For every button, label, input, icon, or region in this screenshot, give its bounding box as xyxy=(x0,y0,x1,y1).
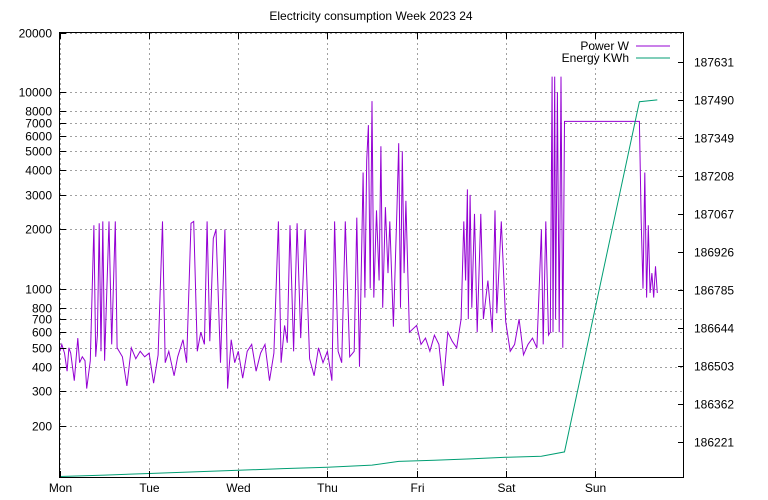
y-right-tick-label: 187067 xyxy=(694,208,734,222)
y-left-tick-label: 8000 xyxy=(25,105,52,119)
y-left-tick-label: 3000 xyxy=(25,189,52,203)
chart-title: Electricity consumption Week 2023 24 xyxy=(269,9,473,23)
y-left-tick-label: 700 xyxy=(32,313,52,327)
x-tick-label: Thu xyxy=(317,481,338,495)
y-left-tick-label: 5000 xyxy=(25,145,52,159)
x-tick-label: Mon xyxy=(49,481,72,495)
y-left-tick-label: 300 xyxy=(32,385,52,399)
y-right-tick-label: 186503 xyxy=(694,360,734,374)
legend-label-energy: Energy KWh xyxy=(562,51,629,65)
y-left-tick-label: 10000 xyxy=(19,86,53,100)
grid-lines xyxy=(60,33,684,477)
x-tick-label: Fri xyxy=(411,481,425,495)
y-left-tick-label: 2000 xyxy=(25,223,52,237)
y-right-tick-label: 186221 xyxy=(694,436,734,450)
y-left-tick-label: 6000 xyxy=(25,130,52,144)
y-right-tick-label: 186785 xyxy=(694,284,734,298)
x-tick-label: Wed xyxy=(226,481,250,495)
y-right-tick-label: 187631 xyxy=(694,56,734,70)
series-lines xyxy=(59,76,658,477)
axis-ticks xyxy=(60,33,684,477)
y-left-tick-label: 1000 xyxy=(25,283,52,297)
x-tick-label: Sat xyxy=(497,481,516,495)
series-line-power xyxy=(59,76,658,389)
y-right-tick-label: 186362 xyxy=(694,398,734,412)
y-left-tick-label: 4000 xyxy=(25,164,52,178)
y-left-tick-label: 500 xyxy=(32,342,52,356)
y-left-tick-label: 400 xyxy=(32,361,52,375)
plot-frame xyxy=(59,32,684,478)
y-left-tick-label: 7000 xyxy=(25,117,52,131)
series-line-energy xyxy=(59,99,658,477)
x-tick-label: Tue xyxy=(139,481,160,495)
y-left-tick-label: 200 xyxy=(32,420,52,434)
legend-label-power: Power W xyxy=(580,39,629,53)
y-right-tick-label: 187349 xyxy=(694,132,734,146)
y-left-tick-label: 20000 xyxy=(19,27,53,41)
y-right-tick-label: 187490 xyxy=(694,94,734,108)
tick-labels: Mon Tue Wed Thu Fri Sat Sun2003004005006007008… xyxy=(19,27,735,496)
y-right-tick-label: 186926 xyxy=(694,246,734,260)
y-left-tick-label: 800 xyxy=(32,302,52,316)
y-right-tick-label: 187208 xyxy=(694,170,734,184)
y-right-tick-label: 186644 xyxy=(694,322,734,336)
y-left-tick-label: 600 xyxy=(32,326,52,340)
x-tick-label: Sun xyxy=(585,481,606,495)
